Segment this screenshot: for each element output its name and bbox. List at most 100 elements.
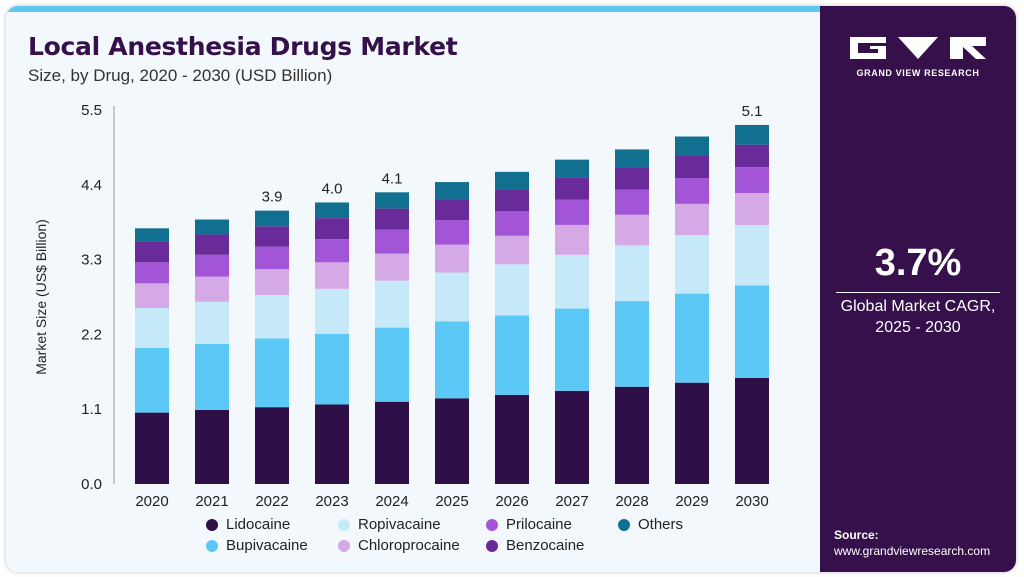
legend-label: Prilocaine <box>506 516 572 533</box>
bar-segment-ropivacaine-2022 <box>255 294 289 339</box>
legend-label: Chloroprocaine <box>358 537 460 554</box>
legend-swatch <box>338 518 350 531</box>
bar-segment-prilocaine-2027 <box>555 199 589 225</box>
source-title: Source: <box>834 528 879 542</box>
bar-segment-others-2020 <box>135 228 169 242</box>
bar-segment-prilocaine-2030 <box>735 167 769 193</box>
bar-segment-prilocaine-2029 <box>675 178 709 204</box>
bar-segment-lidocaine-2021 <box>195 409 229 484</box>
accent-bar <box>6 6 820 12</box>
bar-segment-benzocaine-2028 <box>615 167 649 190</box>
legend-label: Ropivacaine <box>358 516 441 533</box>
bar-segment-lidocaine-2023 <box>315 404 349 484</box>
bar-segment-prilocaine-2023 <box>315 239 349 263</box>
bar-segment-chloroprocaine-2023 <box>315 262 349 289</box>
cagr-label-line2: 2025 - 2030 <box>875 319 961 336</box>
bar-segment-bupivacaine-2026 <box>495 315 529 395</box>
bar-segment-others-2023 <box>315 202 349 219</box>
bar-segment-benzocaine-2027 <box>555 177 589 200</box>
bar-segment-chloroprocaine-2021 <box>195 276 229 302</box>
legend-label: Others <box>638 516 684 533</box>
legend-label: Lidocaine <box>226 516 291 533</box>
bar-segment-bupivacaine-2021 <box>195 343 229 410</box>
legend-swatch <box>206 518 218 531</box>
source-url[interactable]: www.grandviewresearch.com <box>834 544 991 558</box>
infographic-card: Local Anesthesia Drugs Market Size, by D… <box>6 6 1016 572</box>
bar-segment-benzocaine-2024 <box>375 208 409 230</box>
chart-subtitle: Size, by Drug, 2020 - 2030 (USD Billion) <box>28 66 333 85</box>
data-label-2030: 5.1 <box>742 103 763 120</box>
bar-segment-prilocaine-2026 <box>495 211 529 236</box>
bar-segment-bupivacaine-2027 <box>555 308 589 391</box>
bar-segment-ropivacaine-2030 <box>735 224 769 286</box>
bar-segment-bupivacaine-2024 <box>375 327 409 402</box>
x-tick-label: 2030 <box>735 493 768 510</box>
brand-name: GRAND VIEW RESEARCH <box>856 68 980 78</box>
bar-segment-others-2028 <box>615 149 649 168</box>
legend-item-chloroprocaine: Chloroprocaine <box>338 537 486 554</box>
x-tick-label: 2020 <box>135 493 168 510</box>
sidebar-panel: GRAND VIEW RESEARCH 3.7% Global Market C… <box>820 6 1016 572</box>
legend-item-lidocaine: Lidocaine <box>206 516 338 533</box>
y-tick-label: 1.1 <box>81 401 102 418</box>
bar-segment-others-2029 <box>675 136 709 156</box>
bar-segment-others-2024 <box>375 192 409 209</box>
bar-segment-lidocaine-2029 <box>675 382 709 484</box>
x-tick-label: 2021 <box>195 493 228 510</box>
bar-segment-lidocaine-2025 <box>435 398 469 484</box>
bar-segment-chloroprocaine-2029 <box>675 203 709 236</box>
legend-swatch <box>206 539 218 552</box>
data-label-2024: 4.1 <box>382 170 403 187</box>
legend-item-benzocaine: Benzocaine <box>486 537 618 554</box>
bar-segment-benzocaine-2021 <box>195 234 229 255</box>
x-tick-label: 2027 <box>555 493 588 510</box>
bar-segment-chloroprocaine-2028 <box>615 214 649 246</box>
bar-segment-lidocaine-2024 <box>375 401 409 484</box>
bar-segment-prilocaine-2021 <box>195 254 229 277</box>
y-tick-label: 4.4 <box>81 177 102 194</box>
y-tick-label: 5.5 <box>81 102 102 119</box>
x-tick-label: 2025 <box>435 493 468 510</box>
legend-item-others: Others <box>618 516 728 533</box>
bar-segment-others-2025 <box>435 182 469 200</box>
legend-swatch <box>338 539 350 552</box>
bar-segment-ropivacaine-2024 <box>375 280 409 328</box>
bar-segment-chloroprocaine-2022 <box>255 269 289 295</box>
grand-view-research-logo <box>850 37 986 59</box>
x-tick-label: 2023 <box>315 493 348 510</box>
x-tick-label: 2024 <box>375 493 408 510</box>
bar-segment-chloroprocaine-2025 <box>435 244 469 273</box>
bar-segment-benzocaine-2030 <box>735 144 769 168</box>
bar-segment-chloroprocaine-2020 <box>135 283 169 308</box>
bar-segment-bupivacaine-2023 <box>315 333 349 405</box>
y-axis-title: Market Size (US$ Billion) <box>33 219 49 375</box>
bar-segment-benzocaine-2025 <box>435 199 469 221</box>
bar-segment-lidocaine-2020 <box>135 412 169 484</box>
y-tick-label: 2.2 <box>81 326 102 343</box>
bar-segment-lidocaine-2028 <box>615 386 649 484</box>
bar-segment-ropivacaine-2027 <box>555 254 589 309</box>
legend-item-ropivacaine: Ropivacaine <box>338 516 486 533</box>
bar-segment-others-2027 <box>555 159 589 178</box>
x-tick-label: 2029 <box>675 493 708 510</box>
bar-segment-others-2030 <box>735 124 769 145</box>
bar-segment-bupivacaine-2030 <box>735 285 769 378</box>
legend-item-prilocaine: Prilocaine <box>486 516 618 533</box>
data-label-2022: 3.9 <box>262 189 283 206</box>
chart-title: Local Anesthesia Drugs Market <box>28 32 458 61</box>
bar-segment-ropivacaine-2025 <box>435 272 469 322</box>
y-tick-label: 3.3 <box>81 252 102 269</box>
x-tick-label: 2022 <box>255 493 288 510</box>
legend-swatch <box>618 518 630 531</box>
bar-segment-chloroprocaine-2024 <box>375 253 409 281</box>
bar-segment-ropivacaine-2028 <box>615 245 649 302</box>
bar-segment-ropivacaine-2029 <box>675 235 709 294</box>
bar-segment-lidocaine-2022 <box>255 407 289 484</box>
bar-segment-benzocaine-2022 <box>255 226 289 247</box>
bar-segment-benzocaine-2029 <box>675 155 709 178</box>
bar-segment-ropivacaine-2023 <box>315 288 349 334</box>
legend-item-bupivacaine: Bupivacaine <box>206 537 338 554</box>
legend-label: Benzocaine <box>506 537 585 554</box>
legend-swatch <box>486 518 498 531</box>
bar-segment-bupivacaine-2025 <box>435 321 469 399</box>
